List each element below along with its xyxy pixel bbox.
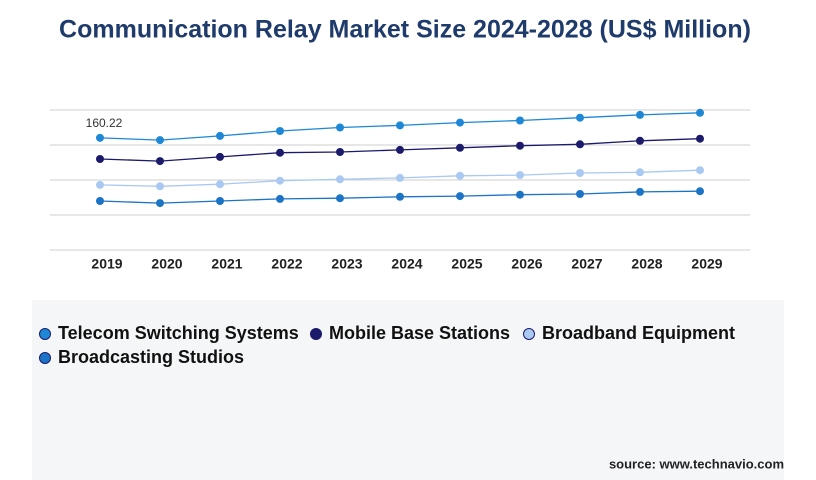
data-point	[216, 131, 224, 140]
x-tick-label: 2022	[271, 256, 302, 272]
data-point	[696, 166, 704, 175]
x-tick-label: 2020	[151, 256, 182, 272]
data-point	[276, 176, 284, 185]
data-point	[516, 190, 524, 199]
legend-marker	[310, 328, 322, 340]
data-point	[636, 110, 644, 119]
data-point	[96, 155, 104, 163]
data-point	[576, 169, 584, 177]
x-tick-label: 2027	[571, 256, 602, 272]
legend-marker	[523, 328, 535, 340]
x-tick-label: 2025	[451, 256, 482, 272]
data-point	[636, 168, 644, 177]
data-point	[156, 136, 164, 145]
data-point	[396, 121, 404, 130]
legend-label: Mobile Base Stations	[329, 323, 510, 343]
data-label: 160.22	[86, 116, 123, 130]
legend-label: Telecom Switching Systems	[58, 323, 299, 343]
data-point	[696, 134, 704, 143]
data-point	[696, 187, 704, 196]
chart-title: Communication Relay Market Size 2024-202…	[59, 16, 751, 44]
data-point	[456, 118, 464, 127]
data-point	[396, 192, 404, 201]
data-point	[336, 123, 344, 132]
data-point	[636, 136, 644, 145]
data-point	[156, 199, 164, 208]
data-point	[216, 180, 224, 189]
data-point	[276, 148, 284, 157]
legend-marker	[39, 328, 51, 340]
legend-marker	[39, 352, 51, 364]
legend-panel	[32, 300, 784, 480]
data-point	[456, 171, 464, 180]
data-point	[516, 141, 524, 150]
data-point	[276, 127, 284, 135]
x-tick-label: 2019	[91, 256, 122, 272]
source: source: www.technavio.com	[609, 456, 784, 471]
x-tick-label: 2023	[331, 256, 362, 272]
data-point	[96, 133, 104, 142]
x-tick-label: 2029	[691, 256, 722, 272]
data-point	[156, 182, 164, 191]
data-point	[216, 197, 224, 205]
data-point	[96, 197, 104, 205]
data-point	[636, 187, 644, 196]
data-point	[336, 175, 344, 184]
data-point	[456, 143, 464, 152]
data-point	[156, 157, 164, 166]
data-point	[336, 148, 344, 156]
data-point	[576, 113, 584, 122]
data-point	[396, 173, 404, 182]
data-point	[276, 194, 284, 203]
data-point	[696, 108, 704, 117]
legend-label: Broadcasting Studios	[58, 347, 244, 367]
x-tick-label: 2026	[511, 256, 542, 272]
data-point	[396, 145, 404, 154]
data-point	[516, 171, 524, 180]
data-point	[576, 140, 584, 149]
data-point	[576, 190, 584, 198]
data-point	[456, 192, 464, 201]
x-tick-label: 2028	[631, 256, 662, 272]
x-tick-label: 2024	[391, 256, 422, 272]
data-point	[216, 152, 224, 161]
data-point	[96, 180, 104, 189]
legend-label: Broadband Equipment	[542, 323, 735, 343]
data-point	[516, 116, 524, 125]
x-tick-label: 2021	[211, 256, 242, 272]
data-point	[336, 194, 344, 203]
